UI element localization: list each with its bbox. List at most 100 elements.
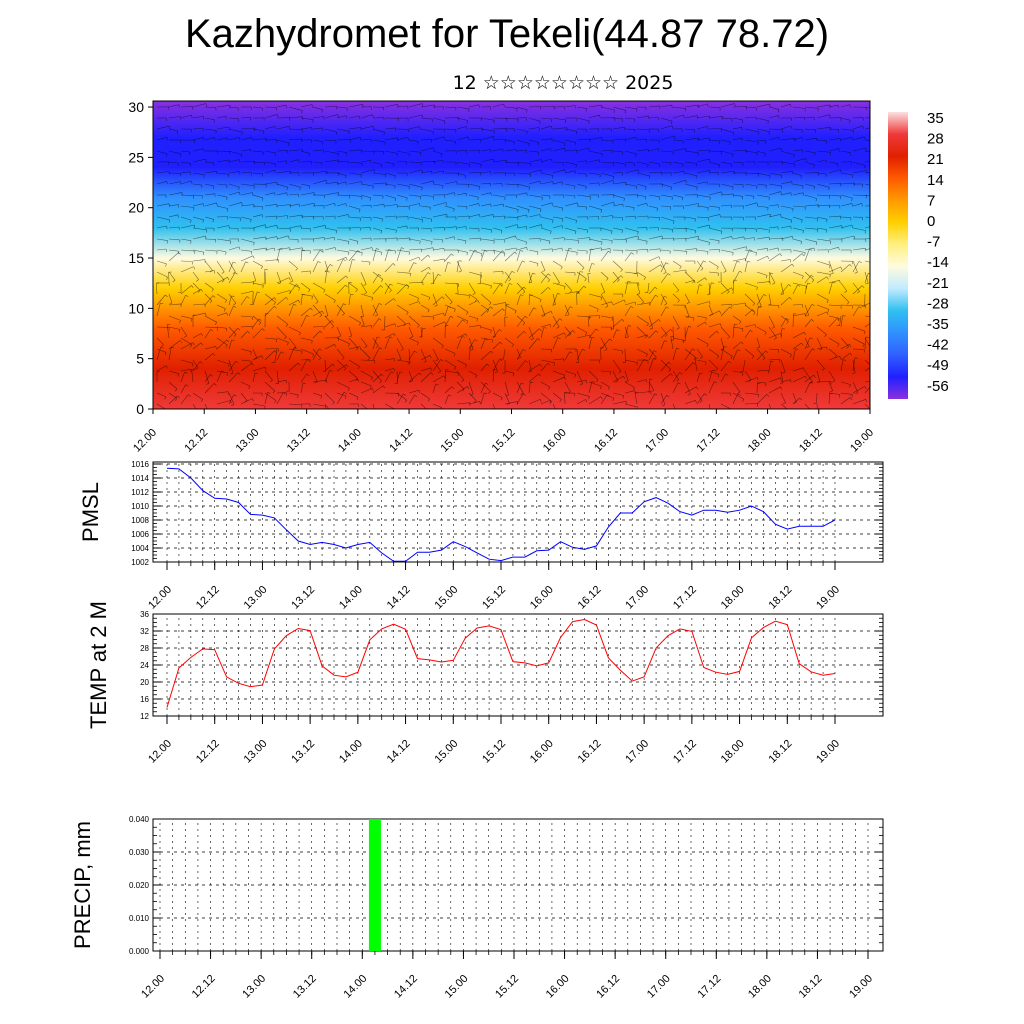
wind-barb-flag <box>704 393 707 396</box>
wind-barb <box>168 192 182 196</box>
wind-barb-flag <box>202 219 204 223</box>
wind-barb-flag <box>212 219 214 223</box>
wind-barb <box>312 379 327 383</box>
colorbar-strip <box>888 112 908 399</box>
wind-barb-flag <box>473 400 477 403</box>
wind-barb-flag <box>361 324 365 327</box>
wind-barb <box>216 225 229 229</box>
wind-barb <box>648 315 654 329</box>
wind-barb-flag <box>418 390 421 394</box>
wind-barb-flag <box>417 297 419 302</box>
wind-barb <box>312 348 322 359</box>
wind-barb <box>768 315 775 328</box>
wind-barb-flag <box>742 398 745 402</box>
wind-barb <box>492 270 503 273</box>
wind-barb <box>324 128 337 133</box>
wind-barb-flag <box>322 141 324 145</box>
wind-barb <box>744 370 752 381</box>
wind-barb <box>540 363 549 372</box>
y-tick-label: 0.020 <box>129 881 150 890</box>
wind-barb <box>552 358 564 361</box>
wind-barb <box>432 296 443 306</box>
wind-barb-flag <box>696 187 698 191</box>
wind-barb-flag <box>569 306 573 309</box>
heatmap-x-tick-label: 18.00 <box>746 427 774 455</box>
wind-barb <box>588 172 601 175</box>
wind-barb-flag <box>499 329 502 332</box>
wind-barb <box>720 193 734 196</box>
wind-barb <box>456 106 470 110</box>
wind-barb-flag <box>522 291 526 294</box>
wind-barb <box>552 370 565 376</box>
wind-barb <box>528 273 533 284</box>
y-axis-title: PRECIP, mm <box>70 821 95 949</box>
wind-barb <box>624 235 639 240</box>
wind-barb <box>720 303 732 306</box>
wind-barb <box>756 281 770 284</box>
wind-barb <box>564 139 576 143</box>
wind-barb <box>168 226 180 229</box>
wind-barb <box>852 348 865 350</box>
wind-barb-flag <box>586 229 588 233</box>
wind-barb <box>276 326 287 338</box>
wind-barb-flag <box>585 108 587 112</box>
wind-barb <box>636 139 647 141</box>
wind-barb <box>300 104 312 108</box>
wind-barb <box>708 370 720 375</box>
wind-barb <box>780 205 794 209</box>
wind-barb <box>264 181 277 185</box>
wind-barb <box>672 260 682 267</box>
wind-barb <box>588 114 600 119</box>
wind-barb-flag <box>293 304 297 306</box>
wind-barb-flag <box>696 386 699 390</box>
wind-barb <box>204 183 215 187</box>
y-tick-label: 1012 <box>131 488 149 497</box>
wind-barb <box>516 360 526 372</box>
wind-barb-flag <box>285 297 289 300</box>
wind-barb <box>384 194 396 199</box>
series-line <box>166 467 836 562</box>
wind-barb <box>252 328 263 339</box>
wind-barb <box>348 181 362 185</box>
wind-barb-flag <box>337 153 339 157</box>
wind-barb-flag <box>199 361 203 364</box>
wind-barb <box>228 246 240 251</box>
wind-barb <box>264 381 276 392</box>
wind-barb <box>240 255 254 262</box>
wind-barb <box>276 392 284 405</box>
wind-barb <box>396 393 404 405</box>
wind-barb <box>804 249 810 262</box>
wind-barb-flag <box>286 187 288 191</box>
wind-barb-flag <box>655 330 659 334</box>
wind-barb <box>312 370 318 382</box>
wind-barb <box>360 381 372 387</box>
wind-barb <box>336 259 344 273</box>
wind-barb <box>492 194 506 198</box>
wind-barb-flag <box>408 153 410 157</box>
wind-barb <box>768 403 772 409</box>
wind-barb-flag <box>205 159 207 163</box>
wind-barb <box>816 359 825 369</box>
wind-barb <box>180 342 194 350</box>
wind-barb <box>336 303 344 317</box>
wind-barb <box>372 227 382 231</box>
wind-barb <box>804 183 815 187</box>
wind-barb <box>360 304 364 317</box>
wind-barb <box>228 327 239 339</box>
wind-barb-flag <box>274 126 276 130</box>
wind-barb-flag <box>754 324 757 328</box>
wind-barb <box>552 315 560 328</box>
wind-barb <box>696 194 711 198</box>
wind-barb <box>468 127 483 130</box>
wind-barb <box>312 330 321 339</box>
wind-barb-flag <box>782 402 786 405</box>
wind-barb <box>768 214 781 218</box>
wind-barb-flag <box>414 350 417 353</box>
wind-barb <box>696 260 704 273</box>
wind-barb <box>420 272 429 284</box>
wind-barb <box>600 250 609 262</box>
wind-barb <box>732 349 738 361</box>
wind-barb <box>384 249 389 262</box>
wind-barb <box>564 282 573 291</box>
wind-barb-flag <box>348 335 352 338</box>
